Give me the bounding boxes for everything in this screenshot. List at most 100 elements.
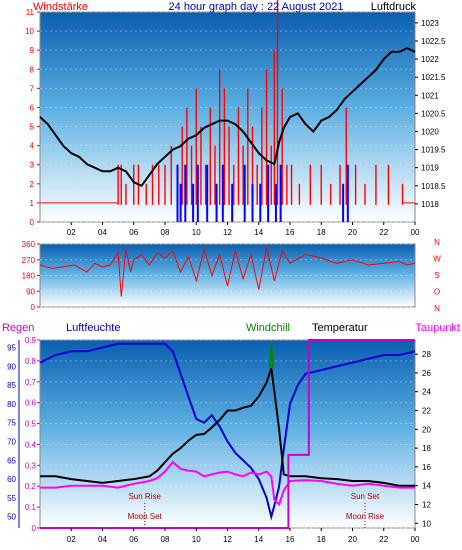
rain-tick-label: 0.8: [25, 357, 37, 366]
wind-direction-line: [39, 247, 416, 297]
time-tick-label: 06: [129, 535, 138, 544]
wind-pressure-series: [39, 0, 416, 222]
windchill-line: [268, 344, 274, 369]
temperature-tick-label: 14: [422, 482, 431, 491]
wind-tick-label: 11: [26, 8, 35, 17]
wind-tick-label: 5: [30, 123, 35, 132]
temperature-label: Temperatur: [312, 322, 368, 334]
rain-tick-label: 0.5: [25, 420, 37, 429]
pressure-tick-label: 1023: [421, 19, 439, 28]
wind-tick-label: 4: [30, 142, 35, 151]
climate-x-axis: 02 04 06 08 10 12 14 16 18 20 22 00: [67, 528, 420, 544]
rain-tick-label: 0.2: [25, 482, 37, 491]
pressure-line: [39, 47, 416, 188]
wind-tick-label: 0: [30, 218, 35, 227]
time-tick-label: 16: [286, 228, 295, 237]
time-tick-label: 10: [192, 228, 201, 237]
time-tick-label: 16: [286, 535, 295, 544]
wind-tick-label: 9: [30, 46, 35, 55]
compass-label: O: [434, 288, 440, 297]
pressure-tick-label: 1020.5: [421, 109, 446, 118]
wind-tick-label: 7: [30, 84, 35, 93]
rain-tick-label: 0.1: [25, 503, 37, 512]
humidity-label: Luftfeuchte: [66, 322, 120, 334]
humidity-tick-label: 75: [7, 419, 16, 428]
pressure-tick-label: 1019: [421, 164, 439, 173]
time-tick-label: 18: [317, 535, 326, 544]
time-tick-label: 00: [411, 535, 420, 544]
humidity-tick-label: 50: [7, 513, 16, 522]
climate-plot-area: [39, 339, 416, 529]
time-tick-label: 18: [317, 228, 326, 237]
compass-label: S: [434, 271, 439, 280]
rain-label: Regen: [2, 322, 34, 334]
direction-tick-label: 0: [31, 303, 36, 312]
time-tick-label: 12: [223, 535, 232, 544]
compass-label: W: [433, 255, 441, 264]
humidity-tick-label: 85: [7, 381, 16, 390]
dewpoint-label: Taupunkt: [415, 322, 460, 334]
time-tick-label: 22: [379, 228, 388, 237]
wind-tick-label: 3: [30, 161, 35, 170]
sun-moon-annotations: Sun Rise Moon Set Sun Set Moon Rise: [128, 492, 385, 528]
time-tick-label: 20: [348, 535, 357, 544]
wind-tick-label: 10: [25, 27, 34, 36]
humidity-tick-label: 95: [7, 344, 16, 353]
pressure-tick-label: 1021.5: [421, 73, 446, 82]
time-tick-label: 10: [192, 535, 201, 544]
chart-title: 24 hour graph day : 22 August 2021: [169, 1, 344, 13]
temperature-tick-label: 18: [422, 444, 431, 453]
wind-direction-axis: 360 270 180 90 0: [22, 240, 40, 312]
humidity-tick-label: 55: [7, 494, 16, 503]
pressure-tick-label: 1021: [421, 91, 439, 100]
wind-pressure-x-axis: 02 04 06 08 10 12 14 16 18 20 22 00: [67, 222, 420, 237]
humidity-tick-label: 60: [7, 475, 16, 484]
time-tick-label: 04: [98, 535, 107, 544]
temperature-line: [40, 367, 415, 487]
time-tick-label: 02: [67, 535, 76, 544]
time-tick-label: 08: [161, 535, 170, 544]
windchill-label: Windchill: [246, 322, 290, 334]
wind-tick-label: 1: [30, 199, 35, 208]
dewpoint-line: [40, 460, 415, 507]
wind-pressure-plot-area: [39, 11, 416, 223]
wind-direction-series: [39, 247, 416, 297]
climate-series: [39, 339, 416, 529]
time-tick-label: 00: [411, 228, 420, 237]
sun-moon-label: Moon Rise: [346, 512, 385, 521]
time-tick-label: 22: [379, 535, 388, 544]
pressure-tick-label: 1018.5: [421, 182, 446, 191]
wind-force-axis-label: Windstärke: [33, 1, 88, 13]
humidity-tick-label: 80: [7, 400, 16, 409]
direction-tick-label: 90: [26, 287, 35, 296]
compass-label: N: [434, 238, 440, 247]
humidity-tick-label: 70: [7, 438, 16, 447]
rain-line: [40, 339, 415, 529]
time-tick-label: 12: [223, 228, 232, 237]
time-tick-label: 14: [254, 535, 263, 544]
temperature-tick-label: 16: [422, 463, 431, 472]
temperature-tick-label: 12: [422, 501, 431, 510]
temperature-tick-label: 20: [422, 425, 431, 434]
time-tick-label: 08: [161, 228, 170, 237]
pressure-axis: 1018 1018.5 1019 1019.5 1020 1020.5 1021 1021.5…: [415, 19, 446, 209]
pressure-tick-label: 1019.5: [421, 146, 446, 155]
humidity-line: [39, 342, 416, 521]
wind-direction-plot-area: [39, 243, 416, 308]
temperature-tick-label: 28: [422, 350, 431, 359]
humidity-tick-label: 90: [7, 362, 16, 371]
wind-tick-label: 6: [30, 103, 35, 112]
sun-moon-label: Sun Rise: [128, 492, 161, 501]
temperature-tick-label: 24: [422, 388, 431, 397]
temperature-tick-label: 26: [422, 369, 431, 378]
time-tick-label: 14: [254, 228, 263, 237]
rain-tick-label: 0.4: [25, 440, 37, 449]
pressure-tick-label: 1020: [421, 127, 439, 136]
direction-tick-label: 360: [22, 240, 36, 249]
pressure-tick-label: 1018: [421, 200, 439, 209]
temperature-tick-label: 10: [422, 519, 431, 528]
temperature-axis: 10 12 14 16 18 20 22 24 26 28: [415, 350, 431, 528]
rain-tick-label: 0.9: [25, 336, 37, 345]
time-tick-label: 02: [67, 228, 76, 237]
